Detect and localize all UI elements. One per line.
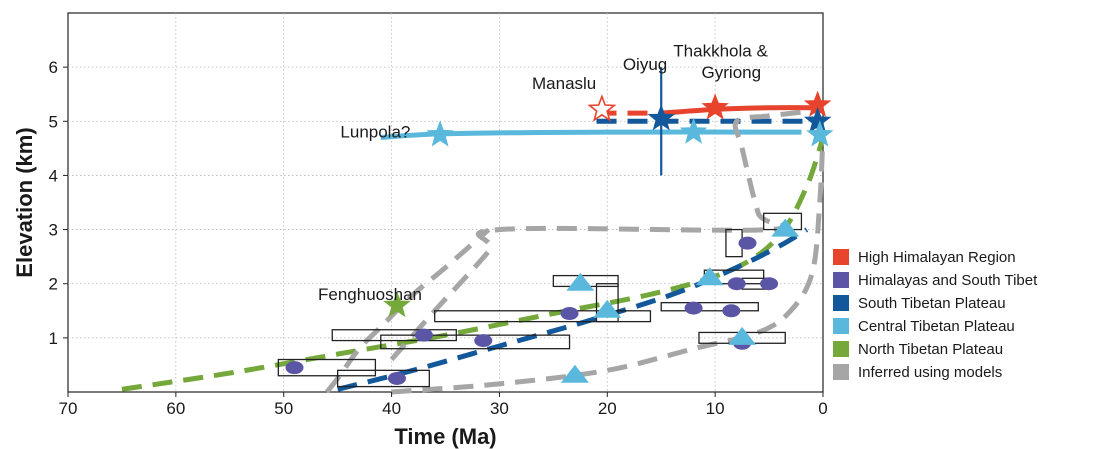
ellipse-marker [738, 236, 757, 250]
y-tick-label: 2 [49, 275, 58, 294]
ellipse-marker [560, 306, 579, 320]
x-tick-label: 10 [706, 399, 725, 418]
grid-lines [68, 13, 823, 392]
triangle-marker [566, 272, 595, 291]
ellipse-marker [285, 361, 304, 375]
ellipse-marker [727, 277, 746, 291]
error-box [380, 334, 571, 350]
y-axis-title: Elevation (km) [12, 127, 37, 277]
open-star-marker [587, 94, 617, 122]
star-marker [426, 120, 454, 147]
x-tick-label: 60 [166, 399, 185, 418]
star-marker [806, 120, 834, 147]
legend-swatch [833, 295, 849, 311]
star-marker [383, 290, 411, 318]
trend-line-central-tibetan-plateau [380, 129, 802, 141]
triangle-marker [593, 299, 622, 318]
y-tick-label: 1 [49, 329, 58, 348]
triangle-marker [560, 364, 589, 383]
legend-label: Himalayas and South Tibet [858, 272, 1038, 289]
legend-label: South Tibetan Plateau [858, 295, 1006, 312]
y-tick-label: 5 [49, 112, 58, 131]
legend: High Himalayan Region Himalayas and South… [833, 249, 1038, 381]
error-box [434, 310, 652, 323]
triangle-marker [771, 218, 800, 237]
error-box [595, 283, 619, 323]
ellipse-marker [414, 328, 433, 342]
legend-label: Central Tibetan Plateau [858, 318, 1015, 335]
ellipse-marker [684, 301, 703, 315]
legend-swatch [833, 341, 849, 357]
x-tick-label: 50 [274, 399, 293, 418]
x-tick-label: 20 [598, 399, 617, 418]
x-tick-label: 40 [382, 399, 401, 418]
legend-swatch [833, 249, 849, 265]
annotation-label: Lunpola? [340, 123, 410, 142]
annotation-label: Oiyug [623, 55, 667, 74]
annotations: Thakkhola & Gyriong Oiyug Manaslu Lunpola? Fe… [318, 41, 768, 304]
triangle-marker [695, 267, 724, 286]
annotation-label: Thakkhola & [673, 41, 768, 60]
x-axis-title: Time (Ma) [394, 424, 496, 449]
trend-line-high-himalayan-region [661, 105, 824, 116]
star-marker [647, 104, 675, 131]
trend-line-inferred-using-models [389, 107, 818, 362]
legend-label: Inferred using models [858, 364, 1002, 381]
annotation-label: Manaslu [532, 74, 596, 93]
legend-swatch [833, 318, 849, 334]
error-box [277, 358, 377, 377]
x-tick-label: 0 [818, 399, 827, 418]
triangle-marker [728, 326, 757, 345]
legend-label: High Himalayan Region [858, 249, 1016, 266]
ellipse-marker [722, 304, 741, 318]
y-tick-label: 6 [49, 58, 58, 77]
legend-swatch [833, 272, 849, 288]
plot-area [67, 12, 824, 393]
x-tick-label: 30 [490, 399, 509, 418]
annotation-label: Gyriong [702, 63, 762, 82]
y-tick-label: 3 [49, 221, 58, 240]
y-tick-label: 4 [49, 166, 58, 185]
plot-border [67, 12, 824, 393]
error-box [336, 369, 430, 388]
ellipse-marker [474, 334, 493, 348]
x-tick-label: 70 [59, 399, 78, 418]
annotation-label: Fenghuoshan [318, 285, 422, 304]
ellipse-marker [760, 277, 779, 291]
data-markers [285, 67, 834, 385]
legend-label: North Tibetan Plateau [858, 341, 1003, 358]
error-box [660, 302, 759, 312]
legend-swatch [833, 364, 849, 380]
star-marker [701, 93, 729, 120]
star-marker [679, 117, 708, 144]
ellipse-marker [387, 371, 406, 385]
axis-ticks: 70 60 50 40 30 20 10 0 1 2 3 4 5 6 [49, 58, 828, 418]
